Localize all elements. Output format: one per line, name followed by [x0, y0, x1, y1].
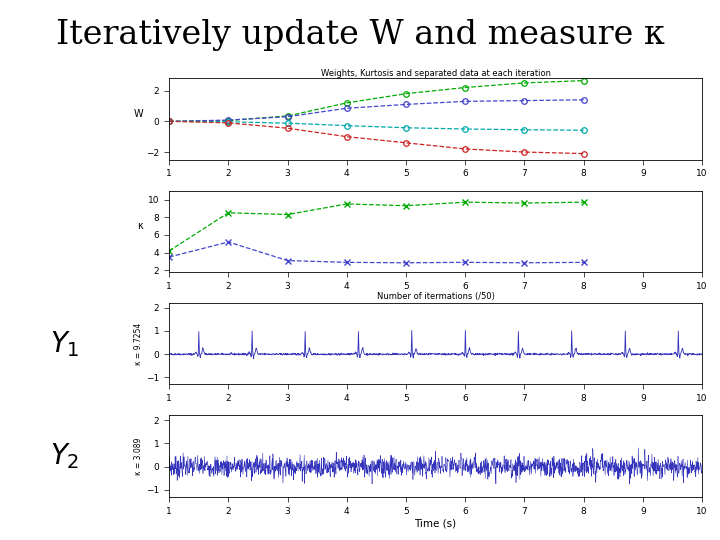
Y-axis label: κ: κ [137, 221, 143, 231]
X-axis label: Number of itermations (/50): Number of itermations (/50) [377, 292, 495, 301]
Y-axis label: κ = 9.7254: κ = 9.7254 [135, 322, 143, 365]
Title: Weights, Kurtosis and separated data at each iteration: Weights, Kurtosis and separated data at … [320, 69, 551, 78]
X-axis label: Time (s): Time (s) [415, 518, 456, 528]
Text: Iteratively update W and measure κ: Iteratively update W and measure κ [55, 19, 665, 51]
Y-axis label: κ = 3.089: κ = 3.089 [135, 437, 143, 475]
Text: $Y_2$: $Y_2$ [50, 441, 79, 471]
Y-axis label: W: W [133, 109, 143, 119]
Text: $Y_1$: $Y_1$ [50, 329, 80, 359]
